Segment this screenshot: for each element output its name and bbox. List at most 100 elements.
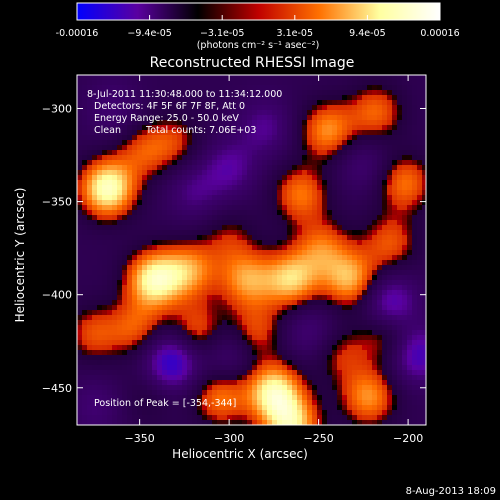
heatmap-cell <box>397 195 403 201</box>
heatmap-cell <box>252 145 258 151</box>
heatmap-cell <box>162 120 168 126</box>
heatmap-cell <box>147 290 153 296</box>
heatmap-cell <box>82 230 88 236</box>
heatmap-cell <box>277 235 283 241</box>
heatmap-cell <box>182 365 188 371</box>
heatmap-cell <box>267 130 273 136</box>
heatmap-cell <box>207 190 213 196</box>
heatmap-cell <box>317 285 323 291</box>
heatmap-cell <box>82 365 88 371</box>
heatmap-cell <box>157 295 163 301</box>
heatmap-cell <box>372 340 378 346</box>
heatmap-cell <box>247 380 253 386</box>
heatmap-cell <box>227 110 233 116</box>
heatmap-cell <box>392 195 398 201</box>
heatmap-cell <box>232 390 238 396</box>
heatmap-cell <box>287 235 293 241</box>
heatmap-cell <box>177 200 183 206</box>
heatmap-cell <box>317 190 323 196</box>
heatmap-cell <box>282 420 288 425</box>
heatmap-cell <box>152 335 158 341</box>
heatmap-cell <box>117 315 123 321</box>
colorbar-gradient <box>76 2 441 21</box>
heatmap-cell <box>367 380 373 386</box>
heatmap-cell <box>377 135 383 141</box>
heatmap-cell <box>417 135 423 141</box>
heatmap-cell <box>307 410 313 416</box>
heatmap-cell <box>112 345 118 351</box>
heatmap-cell <box>237 250 243 256</box>
heatmap-cell <box>242 230 248 236</box>
heatmap-cell <box>242 420 248 425</box>
heatmap-cell <box>357 260 363 266</box>
heatmap-cell <box>112 380 118 386</box>
heatmap-cell <box>237 120 243 126</box>
heatmap-cell <box>217 335 223 341</box>
heatmap-cell <box>372 185 378 191</box>
heatmap-cell <box>162 100 168 106</box>
heatmap-cell <box>287 215 293 221</box>
heatmap-cell <box>422 265 426 271</box>
heatmap-cell <box>247 145 253 151</box>
heatmap-cell <box>297 105 303 111</box>
heatmap-cell <box>167 340 173 346</box>
heatmap-cell <box>172 150 178 156</box>
heatmap-cell <box>347 255 353 261</box>
heatmap-cell <box>157 360 163 366</box>
heatmap-cell <box>377 355 383 361</box>
heatmap-cell <box>402 385 408 391</box>
heatmap-cell <box>182 265 188 271</box>
heatmap-cell <box>227 205 233 211</box>
heatmap-cell <box>162 385 168 391</box>
heatmap-cell <box>82 270 88 276</box>
heatmap-cell <box>107 230 113 236</box>
heatmap-cell <box>242 265 248 271</box>
heatmap-cell <box>137 390 143 396</box>
heatmap-cell <box>342 315 348 321</box>
heatmap-cell <box>107 160 113 166</box>
heatmap-cell <box>217 110 223 116</box>
heatmap-cell <box>122 385 128 391</box>
heatmap-cell <box>332 255 338 261</box>
heatmap-cell <box>157 415 163 421</box>
heatmap-cell <box>172 370 178 376</box>
heatmap-cell <box>242 150 248 156</box>
heatmap-cell <box>132 180 138 186</box>
heatmap-cell <box>182 200 188 206</box>
heatmap-cell <box>222 195 228 201</box>
heatmap-cell <box>142 140 148 146</box>
heatmap-cell <box>102 150 108 156</box>
heatmap-cell <box>137 235 143 241</box>
heatmap-cell <box>252 275 258 281</box>
heatmap-cell <box>152 100 158 106</box>
heatmap-cell <box>312 255 318 261</box>
heatmap-cell <box>97 240 103 246</box>
heatmap-cell <box>312 360 318 366</box>
heatmap-cell <box>112 170 118 176</box>
heatmap-cell <box>177 145 183 151</box>
heatmap-cell <box>132 345 138 351</box>
heatmap-cell <box>252 90 258 96</box>
heatmap-cell <box>132 400 138 406</box>
heatmap-cell <box>227 385 233 391</box>
heatmap-cell <box>272 185 278 191</box>
heatmap-cell <box>207 415 213 421</box>
heatmap-cell <box>142 280 148 286</box>
heatmap-cell <box>282 85 288 91</box>
heatmap-cell <box>382 350 388 356</box>
heatmap-cell <box>212 175 218 181</box>
heatmap-cell <box>422 395 426 401</box>
heatmap-cell <box>252 165 258 171</box>
heatmap-cell <box>317 100 323 106</box>
heatmap-cell <box>117 85 123 91</box>
heatmap-cell <box>157 215 163 221</box>
heatmap-cell <box>127 170 133 176</box>
heatmap-cell <box>107 355 113 361</box>
heatmap-cell <box>147 220 153 226</box>
heatmap-cell <box>337 335 343 341</box>
heatmap-cell <box>92 190 98 196</box>
heatmap-cell <box>262 355 268 361</box>
heatmap-cell <box>387 320 393 326</box>
heatmap-cell <box>342 150 348 156</box>
heatmap-cell <box>357 275 363 281</box>
